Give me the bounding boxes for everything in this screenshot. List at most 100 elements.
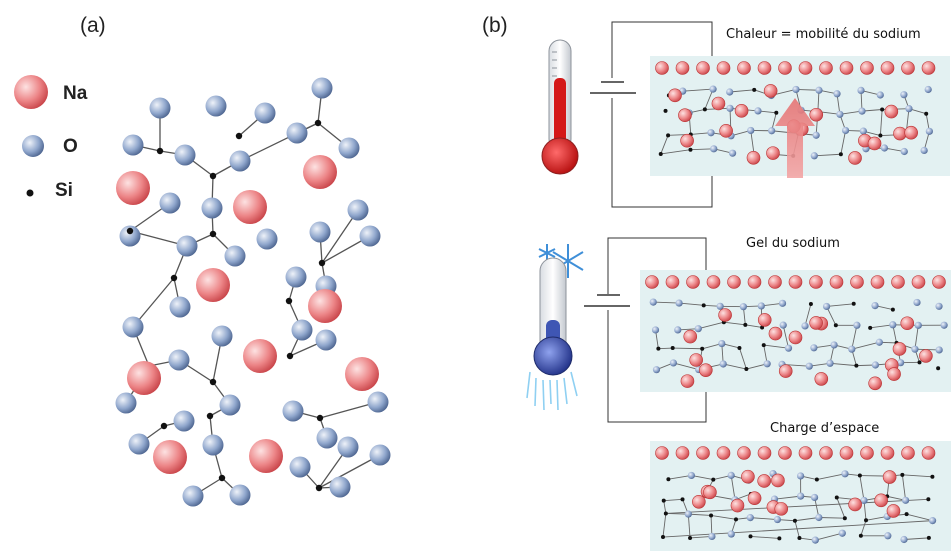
sodium-ion	[656, 447, 669, 460]
oxygen-atom	[310, 222, 331, 243]
sodium-ion	[758, 474, 771, 487]
silicon-atom	[703, 107, 707, 111]
silicon-atom	[161, 423, 167, 429]
oxygen-atom	[695, 325, 702, 332]
oxygen-atom	[900, 91, 907, 98]
sodium-ion	[820, 447, 833, 460]
oxygen-atom	[811, 152, 818, 159]
oxygen-atom	[316, 330, 337, 351]
sodium-ion	[887, 504, 900, 517]
sodium-ion	[810, 276, 823, 289]
oxygen-atom	[858, 108, 865, 115]
oxygen-atom	[872, 361, 879, 368]
silicon-atom	[210, 379, 216, 385]
sodium-ion	[676, 447, 689, 460]
sodium-ion	[861, 62, 874, 75]
sodium-ion	[747, 151, 760, 164]
silicon-atom	[854, 364, 858, 368]
panel-a-label: (a)	[80, 14, 106, 37]
gel-state: Gel du sodium	[527, 236, 951, 422]
silicon-atom	[157, 148, 163, 154]
oxygen-atom	[926, 128, 933, 135]
legend-o-swatch	[22, 135, 44, 157]
oxygen-atom	[848, 346, 855, 353]
sodium-ion	[881, 62, 894, 75]
oxygen-atom	[728, 472, 735, 479]
silicon-atom	[864, 518, 868, 522]
sodium-ion	[769, 327, 782, 340]
sodium-ion	[697, 62, 710, 75]
sodium-ion	[303, 155, 337, 189]
silicon-atom	[900, 473, 904, 477]
oxygen-atom	[921, 147, 928, 154]
oxygen-atom	[150, 98, 171, 119]
sodium-ion	[905, 126, 918, 139]
oxygen-atom	[160, 193, 181, 214]
silicon-atom	[744, 367, 748, 371]
sodium-ion	[703, 486, 716, 499]
panel-b-label: (b)	[482, 14, 508, 37]
oxygen-atom	[881, 144, 888, 151]
sodium-ion	[656, 62, 669, 75]
sodium-ion	[810, 316, 823, 329]
legend-si-label: Si	[55, 180, 73, 201]
silicon-atom	[868, 326, 872, 330]
sodium-ion	[697, 447, 710, 460]
silicon-atom	[709, 513, 713, 517]
oxygen-atom	[348, 200, 369, 221]
charge-caption: Charge d’espace	[770, 421, 879, 436]
silicon-atom	[287, 353, 293, 359]
sodium-ion	[712, 97, 725, 110]
oxygen-atom	[792, 86, 799, 93]
sodium-ion	[933, 276, 946, 289]
sodium-ion	[720, 124, 733, 137]
oxygen-atom	[941, 322, 948, 329]
silicon-atom	[905, 512, 909, 516]
silicon-atom	[927, 536, 931, 540]
glass-network	[116, 78, 391, 507]
sodium-ion	[681, 134, 694, 147]
oxygen-atom	[650, 299, 657, 306]
oxygen-atom	[902, 497, 909, 504]
oxygen-atom	[174, 411, 195, 432]
heat-caption: Chaleur = mobilité du sodium	[726, 27, 921, 42]
oxygen-atom	[801, 322, 808, 329]
silicon-atom	[762, 343, 766, 347]
silicon-atom	[656, 347, 660, 351]
sodium-ion	[764, 84, 777, 97]
silicon-atom	[774, 111, 778, 115]
oxygen-atom	[785, 345, 792, 352]
sodium-ion	[690, 354, 703, 367]
oxygen-atom	[871, 302, 878, 309]
sodium-ion	[707, 276, 720, 289]
sodium-ion	[766, 147, 779, 160]
oxygen-atom	[764, 360, 771, 367]
sodium-ion	[243, 339, 277, 373]
oxygen-atom	[286, 267, 307, 288]
oxygen-atom	[758, 302, 765, 309]
oxygen-atom	[653, 366, 660, 373]
oxygen-atom	[900, 536, 907, 543]
oxygen-atom	[129, 434, 150, 455]
silicon-atom	[917, 360, 921, 364]
sodium-ion	[871, 276, 884, 289]
oxygen-atom	[811, 494, 818, 501]
silicon-atom	[700, 347, 704, 351]
oxygen-atom	[857, 87, 864, 94]
sodium-ion	[779, 62, 792, 75]
sodium-ion	[861, 447, 874, 460]
silicon-atom	[319, 260, 325, 266]
silicon-atom	[666, 477, 670, 481]
silicon-atom	[127, 228, 133, 234]
oxygen-atom	[230, 151, 251, 172]
silicon-atom	[737, 346, 741, 350]
sodium-ion	[735, 104, 748, 117]
sodium-ion	[815, 372, 828, 385]
oxygen-atom	[853, 322, 860, 329]
oxygen-atom	[339, 138, 360, 159]
silicon-atom	[688, 148, 692, 152]
oxygen-atom	[810, 344, 817, 351]
oxygen-atom	[230, 485, 251, 506]
sodium-ion	[666, 276, 679, 289]
